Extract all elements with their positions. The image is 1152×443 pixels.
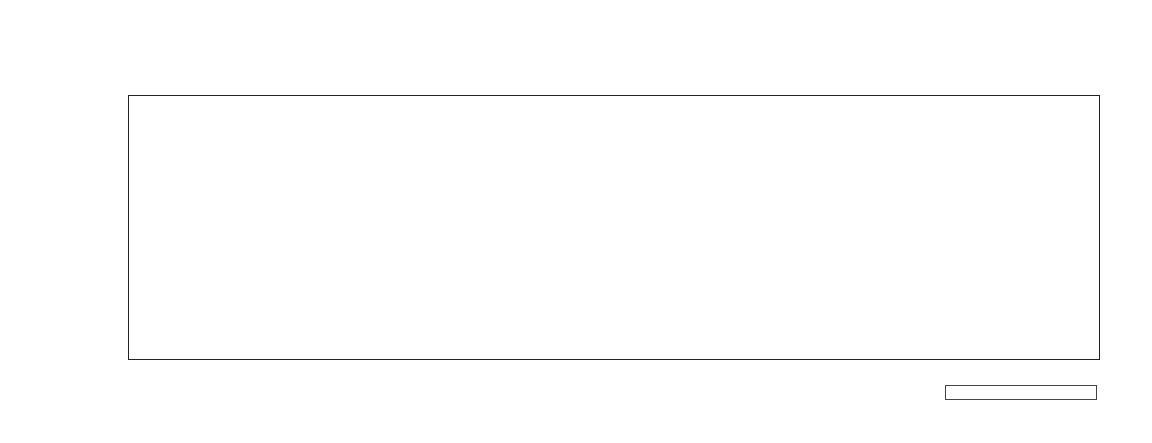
legend-shower-swatch: [267, 393, 295, 404]
cloud-axis-title: [1125, 152, 1147, 372]
forecast-plot: [128, 95, 1100, 360]
legend-rain-swatch: [127, 393, 155, 404]
cloud-density-scale: [945, 385, 1097, 400]
temp-axis-title: [9, 153, 31, 373]
rain-axis-title: [76, 155, 98, 375]
left-axis-panel: [43, 55, 66, 443]
cloud-density-layer: [129, 96, 1099, 359]
